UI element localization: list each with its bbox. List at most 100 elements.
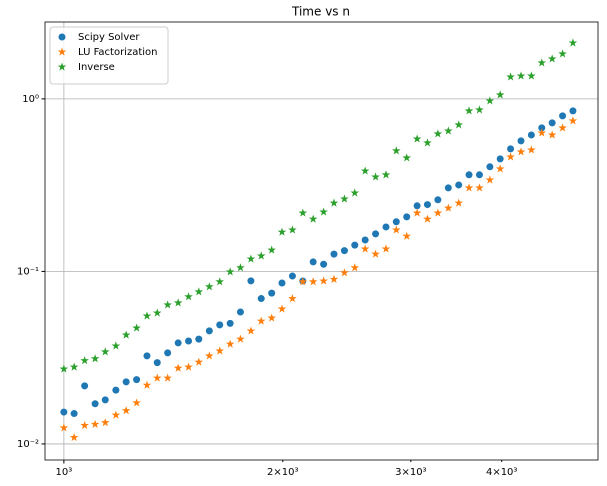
point [69,432,79,442]
point [507,145,515,153]
point [455,181,463,189]
point [351,241,359,249]
point [485,96,495,105]
point [60,408,68,416]
chart-title: Time vs n [291,5,350,19]
point [256,251,266,260]
legend-label: Scipy Solver [78,32,140,43]
legend-marker [57,47,67,56]
point [444,184,452,192]
point [350,188,360,197]
point [392,225,401,234]
point [309,258,317,266]
x-tick-label: 2×10³ [267,467,298,478]
point [475,183,484,192]
point [485,175,495,184]
point [486,163,494,171]
point [288,294,297,303]
point [350,263,360,272]
point [382,223,390,231]
point [496,155,504,163]
point [246,254,256,263]
point [184,292,193,301]
point [433,208,443,217]
point [506,72,515,81]
point [90,419,100,428]
point [568,38,578,47]
point [464,106,474,115]
point [516,71,526,80]
point [132,323,141,332]
point [548,119,556,127]
point [59,364,69,373]
point [454,120,463,129]
point [547,130,557,139]
point [433,129,443,138]
point [361,236,369,244]
point [133,376,141,384]
point [308,277,318,286]
point [90,354,100,363]
point [267,313,276,322]
point [215,277,224,286]
point [69,362,79,371]
point [527,71,536,80]
legend-label: LU Factorization [78,47,158,58]
point [402,153,411,162]
point [444,203,453,212]
point [205,327,213,335]
point [205,282,214,291]
point [340,194,349,203]
point [121,330,131,339]
point [59,423,69,432]
point [256,316,266,325]
point [516,147,526,156]
point [558,49,567,58]
point [267,245,276,254]
y-tick-label: 10⁻¹ [17,266,39,277]
point [81,382,89,390]
point [413,202,421,210]
point [495,164,505,173]
point [268,289,276,297]
point [277,227,287,236]
point [225,339,235,348]
point [568,116,578,125]
x-tick-label: 4×10³ [486,467,517,478]
point [527,131,535,139]
point [257,295,265,303]
point [527,145,536,154]
point [465,171,473,179]
point [174,339,182,347]
point [143,352,151,360]
point [464,183,474,192]
point [152,308,162,317]
point [194,287,204,296]
legend-marker [58,33,66,41]
point [185,337,193,345]
point [319,276,328,285]
point [371,249,380,258]
point [372,230,380,238]
point [298,208,308,217]
point [122,378,130,386]
point [194,357,204,366]
point [537,128,547,137]
point [329,274,339,283]
point [215,346,224,355]
point [152,373,162,382]
point [423,201,431,209]
point [101,396,109,404]
point [277,304,287,313]
point [340,268,349,277]
point [454,198,463,207]
point [100,347,110,356]
point [216,321,224,329]
point [329,198,339,207]
point [475,171,483,179]
point [225,267,235,276]
legend-box [49,26,169,85]
point [278,279,286,287]
point [537,58,547,67]
